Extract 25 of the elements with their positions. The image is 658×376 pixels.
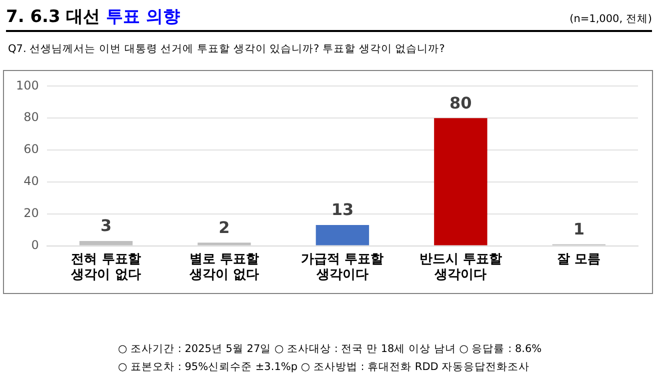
x-tick-label: 반드시 투표할 생각이다 (419, 252, 502, 283)
data-label: 3 (100, 216, 112, 236)
x-tick-label: 별로 투표할 생각이 없다 (188, 252, 259, 283)
y-tick-label: 60 (24, 142, 39, 156)
x-tick-label: 가급적 투표할 생각이다 (301, 252, 384, 283)
x-tick-label: 잘 모름 (557, 252, 601, 267)
y-tick-label: 20 (24, 206, 39, 220)
y-tick-label: 40 (24, 174, 39, 188)
text: ○ 표본오차 : 95%신뢰수준 ±3.1%p ○ 조사방법 : 휴대전화 RDD 자동응답전화조사 (118, 360, 531, 375)
bar (198, 242, 251, 246)
data-label: 13 (331, 200, 354, 220)
chart-title: 7. 6.3 대선 투표 의향 (6, 7, 180, 27)
bar (79, 241, 133, 246)
y-tick-label: 0 (31, 238, 39, 252)
chart-subtitle: (n=1,000, 전체) (570, 12, 652, 27)
x-tick-label: 전혀 투표할 생각이 없다 (70, 252, 141, 283)
data-label: 1 (573, 219, 584, 238)
text: Q7. 선생님께서는 이번 대통령 선거에 투표할 생각이 있습니까? 투표할 생각이 없습니까? (8, 42, 445, 56)
text: ○ 조사기간 : 2025년 5월 27일 ○ 조사대상 : 전국 만 18세 이상 남녀 ○ 응답률 : 8.6% (118, 342, 542, 357)
y-tick-label: 100 (16, 78, 39, 92)
data-label: 2 (218, 218, 230, 237)
y-tick-label: 80 (24, 110, 39, 124)
bar (434, 118, 488, 246)
bar (316, 225, 370, 246)
data-label: 80 (450, 93, 472, 112)
